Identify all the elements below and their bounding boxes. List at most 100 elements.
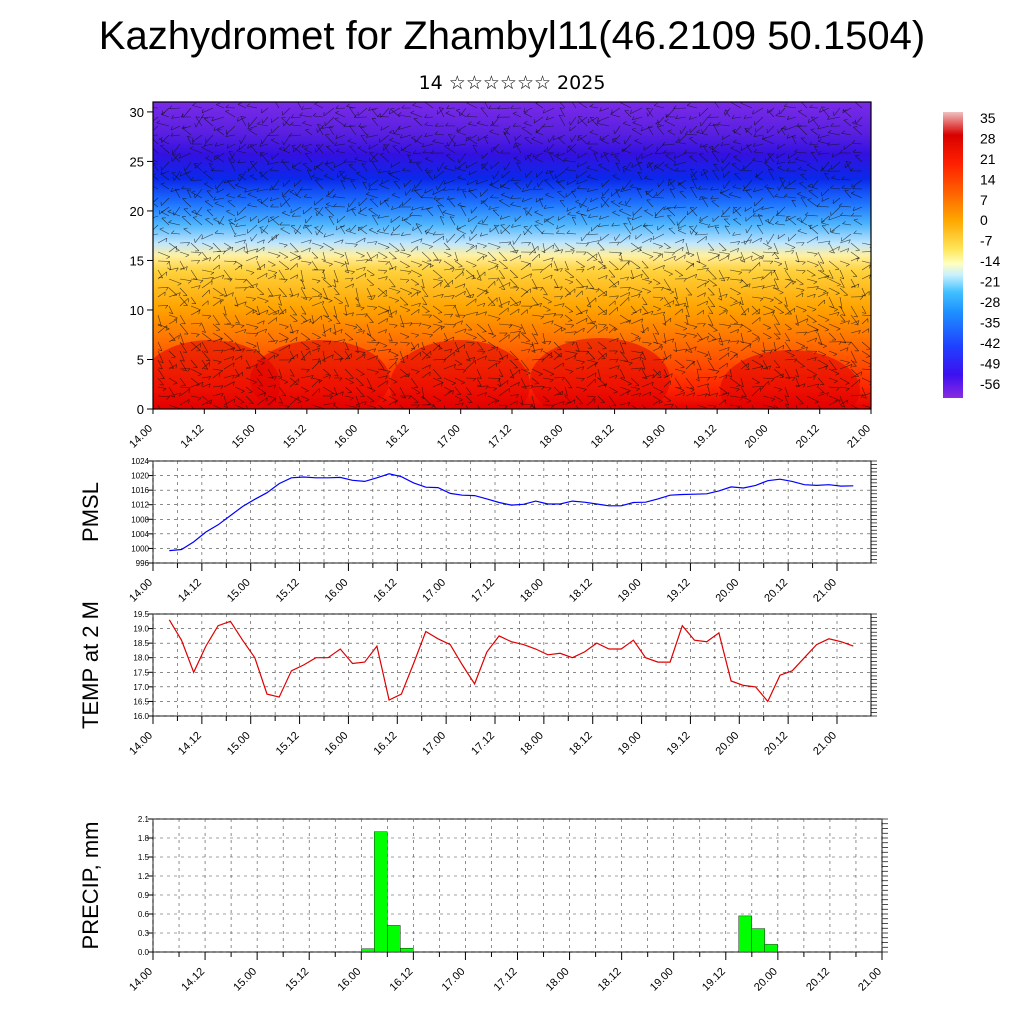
wind-vector (556, 224, 566, 230)
wind-barb (470, 229, 473, 234)
wind-vector (389, 107, 401, 115)
wind-vector (491, 143, 500, 153)
wind-vector (278, 308, 287, 316)
wind-vector (304, 148, 313, 154)
wind-vector (623, 161, 632, 173)
wind-vector (443, 242, 451, 250)
wind-barb (199, 322, 203, 327)
wind-barb (712, 405, 717, 409)
wind-vector (542, 125, 555, 128)
wind-vector (828, 278, 841, 285)
wind-vector (498, 296, 503, 308)
wind-vector (603, 152, 610, 163)
wind-barb (372, 295, 376, 300)
wind-vector (773, 305, 784, 313)
wind-vector (797, 125, 808, 136)
wind-barb (706, 383, 710, 388)
wind-vector (509, 255, 522, 262)
wind-barb (204, 182, 209, 185)
wind-barb (769, 365, 771, 370)
wind-vector (234, 278, 247, 281)
wind-vector (541, 233, 555, 235)
wind-barb (769, 349, 773, 354)
wind-vector (718, 352, 730, 361)
wind-barb (595, 289, 600, 293)
wind-barb (482, 245, 487, 249)
wind-vector (652, 386, 664, 393)
wind-barb (830, 251, 835, 254)
wind-barb (799, 283, 804, 286)
wind-vector (713, 164, 720, 172)
colorbar-label: -49 (980, 355, 1000, 371)
wind-barb (618, 252, 623, 257)
wind-vector (267, 376, 277, 379)
wind-vector (828, 359, 837, 370)
wind-vector (247, 194, 258, 199)
wind-vector (729, 287, 741, 294)
wind-barb (582, 366, 585, 371)
wind-barb (843, 119, 848, 121)
wind-vector (228, 151, 236, 163)
wind-vector (828, 215, 841, 221)
wind-barb (787, 279, 792, 281)
wind-vector (675, 116, 687, 119)
wind-vector (471, 206, 478, 214)
wind-barb (625, 200, 627, 205)
y-tick-label: 0.3 (138, 929, 150, 938)
wind-barb (699, 216, 701, 221)
wind-vector (157, 287, 169, 289)
wind-barb (329, 249, 334, 251)
wind-vector (212, 323, 221, 331)
wind-vector (514, 215, 522, 222)
wind-barb (300, 413, 304, 415)
wind-vector (351, 208, 357, 217)
wind-barb (610, 111, 614, 115)
wind-barb (779, 177, 784, 179)
wind-barb (455, 350, 460, 353)
wind-barb (317, 358, 321, 363)
wind-barb (171, 149, 174, 154)
wind-barb (325, 202, 330, 205)
wind-barb (325, 374, 330, 376)
wind-vector (831, 232, 841, 235)
wind-vector (234, 341, 242, 351)
wind-vector (409, 214, 423, 217)
wind-barb (146, 232, 148, 235)
precip-bar (764, 944, 778, 953)
wind-barb (181, 322, 186, 325)
wind-barb (150, 215, 152, 219)
wind-barb (579, 203, 581, 208)
wind-barb (589, 103, 594, 107)
wind-vector (817, 269, 829, 277)
wind-barb (543, 294, 548, 296)
wind-vector (743, 116, 753, 119)
wind-vector (729, 368, 733, 378)
wind-barb (571, 190, 576, 192)
wind-barb (626, 276, 629, 281)
wind-vector (179, 368, 191, 370)
wind-vector (753, 143, 764, 147)
wind-barb (250, 237, 252, 242)
wind-barb (757, 224, 762, 226)
wind-vector (443, 364, 456, 370)
wind-vector (788, 179, 797, 186)
wind-vector (366, 254, 378, 262)
wind-vector (773, 287, 784, 293)
wind-barb (166, 396, 170, 400)
wind-vector (421, 364, 431, 370)
x-tick-label: 18.12 (596, 966, 624, 994)
wind-barb (827, 275, 830, 280)
wind-barb (443, 412, 447, 414)
precip-bar (751, 928, 765, 953)
wind-barb (462, 315, 466, 319)
wind-barb (439, 107, 444, 109)
wind-barb (641, 367, 646, 370)
wind-barb (821, 414, 825, 415)
wind-vector (569, 125, 577, 132)
wind-barb (786, 134, 789, 139)
wind-vector (729, 404, 741, 407)
wind-barb (820, 167, 824, 172)
wind-vector (192, 105, 203, 109)
wind-barb (201, 330, 206, 333)
